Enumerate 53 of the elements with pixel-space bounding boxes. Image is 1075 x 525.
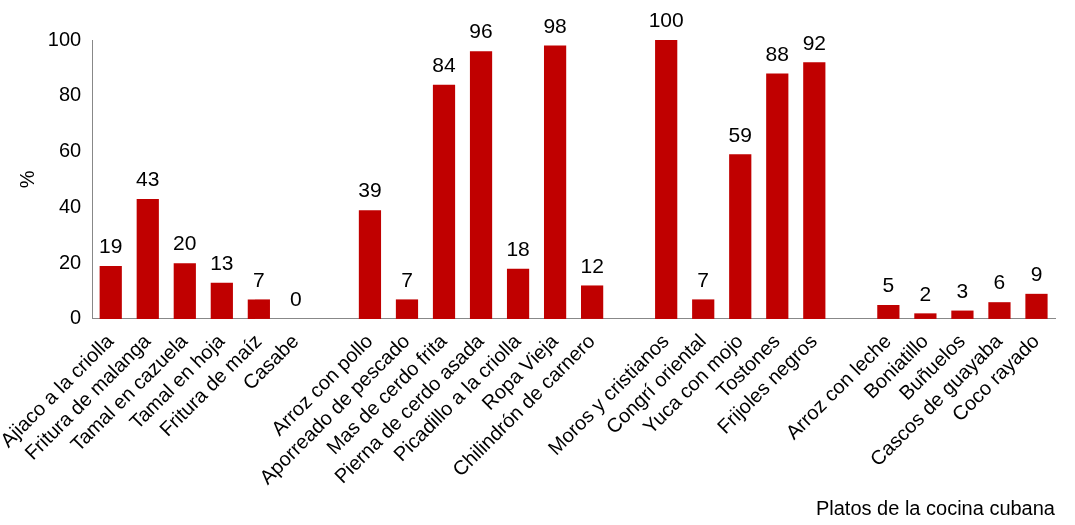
bar bbox=[432, 84, 456, 319]
y-tick-label: 80 bbox=[58, 83, 82, 106]
bar bbox=[692, 299, 715, 319]
bar bbox=[729, 154, 752, 319]
bar bbox=[988, 302, 1011, 319]
data-label: 18 bbox=[506, 237, 530, 261]
bar bbox=[581, 285, 604, 319]
data-label: 39 bbox=[358, 178, 382, 202]
data-label: 96 bbox=[469, 19, 493, 43]
bar bbox=[1025, 293, 1048, 319]
bar bbox=[766, 73, 789, 319]
bar bbox=[247, 299, 270, 319]
x-axis-title: Platos de la cocina cubana bbox=[815, 496, 1056, 519]
y-tick-label: 100 bbox=[47, 27, 82, 50]
bar bbox=[803, 62, 826, 319]
bar bbox=[210, 282, 233, 319]
data-label: 9 bbox=[1030, 262, 1043, 286]
data-label: 88 bbox=[765, 41, 789, 65]
data-label: 20 bbox=[173, 231, 197, 255]
y-tick-label: 60 bbox=[58, 139, 82, 162]
data-label: 12 bbox=[580, 253, 604, 277]
y-tick-label: 40 bbox=[58, 194, 82, 217]
y-tick-label: 0 bbox=[70, 306, 82, 329]
data-label: 98 bbox=[543, 13, 567, 37]
data-label: 13 bbox=[210, 250, 234, 274]
bar bbox=[395, 299, 419, 319]
data-label: 100 bbox=[648, 8, 684, 32]
y-tick-label: 20 bbox=[58, 250, 82, 273]
bar bbox=[543, 45, 567, 319]
data-label: 84 bbox=[432, 52, 457, 76]
data-label: 43 bbox=[136, 167, 160, 191]
data-label: 0 bbox=[290, 287, 302, 311]
bar bbox=[877, 304, 900, 319]
data-label: 59 bbox=[728, 122, 752, 146]
bar bbox=[951, 310, 974, 319]
data-label: 5 bbox=[882, 273, 895, 297]
bar bbox=[469, 51, 493, 319]
bar bbox=[173, 263, 196, 319]
data-label: 2 bbox=[919, 281, 932, 305]
data-label: 3 bbox=[956, 278, 969, 302]
bar bbox=[358, 210, 382, 319]
data-label: 92 bbox=[802, 30, 826, 54]
bar bbox=[506, 268, 530, 319]
bar bbox=[655, 40, 678, 319]
data-label: 7 bbox=[697, 267, 710, 291]
bar bbox=[914, 313, 937, 319]
data-label: 19 bbox=[99, 234, 123, 258]
data-label: 7 bbox=[253, 267, 265, 291]
bar bbox=[99, 265, 122, 319]
bar bbox=[136, 198, 159, 319]
y-axis-title: % bbox=[16, 170, 39, 189]
data-label: 7 bbox=[401, 267, 413, 291]
data-label: 6 bbox=[993, 270, 1006, 294]
